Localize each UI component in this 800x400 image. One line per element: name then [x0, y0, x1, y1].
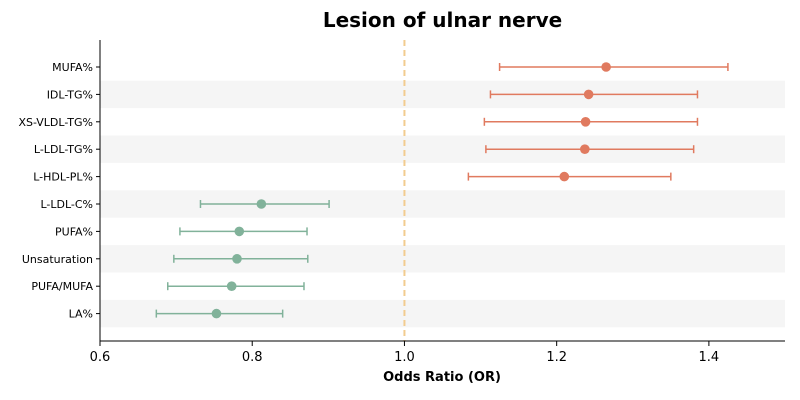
x-tick-label: 1.2: [546, 350, 567, 365]
point-estimate: [211, 308, 222, 319]
point-estimate: [234, 226, 245, 237]
point-estimate: [256, 199, 267, 209]
point-estimates: [211, 62, 611, 319]
y-tick-label: XS-VLDL-TG%: [18, 116, 93, 129]
point-estimate: [583, 89, 594, 100]
point-estimate: [232, 253, 242, 264]
x-ticks: 0.6 0.8 1.0 1.2 1.4: [90, 341, 720, 365]
axes: [99, 40, 785, 342]
y-tick-labels: MUFA% IDL-TG% XS-VLDL-TG% L-LDL-TG% L-HDL-PL…: [18, 61, 100, 321]
point-estimate: [580, 144, 590, 154]
y-tick-label: PUFA%: [55, 225, 93, 238]
x-tick-label: 1.4: [699, 350, 720, 365]
x-tick-label: 1.0: [394, 350, 415, 365]
point-estimate: [601, 62, 611, 72]
x-axis-label: Odds Ratio (OR): [383, 370, 501, 385]
y-tick-label: Unsaturation: [22, 253, 93, 266]
y-tick-label: L-HDL-PL%: [33, 171, 93, 184]
y-tick-label: IDL-TG%: [47, 88, 93, 101]
x-tick-label: 0.6: [90, 350, 111, 365]
point-estimate: [226, 281, 237, 292]
chart-title: Lesion of ulnar nerve: [322, 8, 563, 32]
y-tick-label: PUFA/MUFA: [31, 280, 93, 293]
y-tick-label: MUFA%: [52, 61, 93, 74]
error-bars: [155, 63, 729, 318]
y-tick-label: L-LDL-TG%: [34, 143, 93, 156]
y-tick-label: L-LDL-C%: [40, 198, 93, 211]
y-tick-label: LA%: [69, 308, 93, 321]
point-estimate: [580, 117, 591, 127]
point-estimate: [559, 171, 570, 182]
x-tick-label: 0.8: [242, 350, 263, 365]
